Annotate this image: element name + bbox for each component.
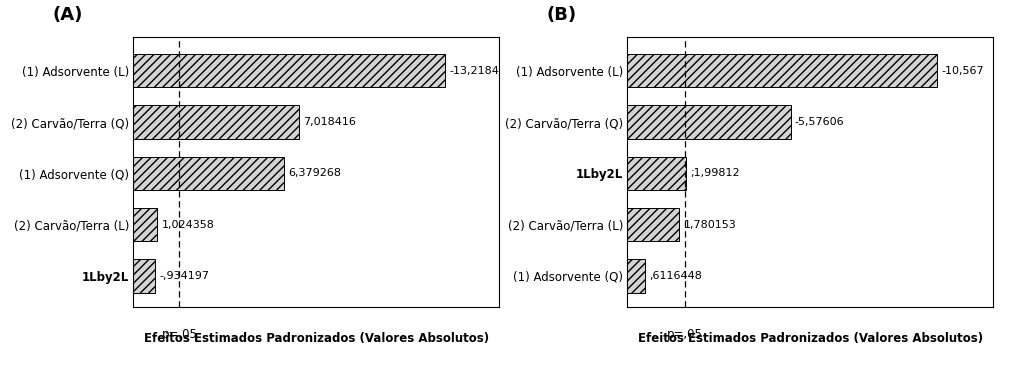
Text: p=,05: p=,05 [667,328,702,341]
Text: 7,018416: 7,018416 [303,117,356,127]
Text: -5,57606: -5,57606 [795,117,845,127]
Text: ;1,99812: ;1,99812 [690,168,739,178]
Text: 1,024358: 1,024358 [162,220,215,230]
Bar [133,259,156,292]
Bar [628,54,937,88]
Bar [133,105,299,139]
Bar [133,157,284,190]
Text: p=,05: p=,05 [162,328,198,341]
X-axis label: Efeitos Estimados Padronizados (Valores Absolutos): Efeitos Estimados Padronizados (Valores … [143,332,488,345]
Text: (A): (A) [52,6,83,24]
Text: (B): (B) [547,6,577,24]
Bar [628,105,791,139]
Bar [133,208,158,241]
Text: -13,2184: -13,2184 [450,66,500,76]
Text: 6,379268: 6,379268 [288,168,341,178]
Bar [628,157,686,190]
Bar [628,259,645,292]
Text: -,934197: -,934197 [160,271,210,281]
Bar [628,208,679,241]
Bar [133,54,445,88]
Text: 1,780153: 1,780153 [684,220,736,230]
Text: -10,567: -10,567 [941,66,984,76]
Text: ,6116448: ,6116448 [649,271,702,281]
X-axis label: Efeitos Estimados Padronizados (Valores Absolutos): Efeitos Estimados Padronizados (Valores … [638,332,983,345]
